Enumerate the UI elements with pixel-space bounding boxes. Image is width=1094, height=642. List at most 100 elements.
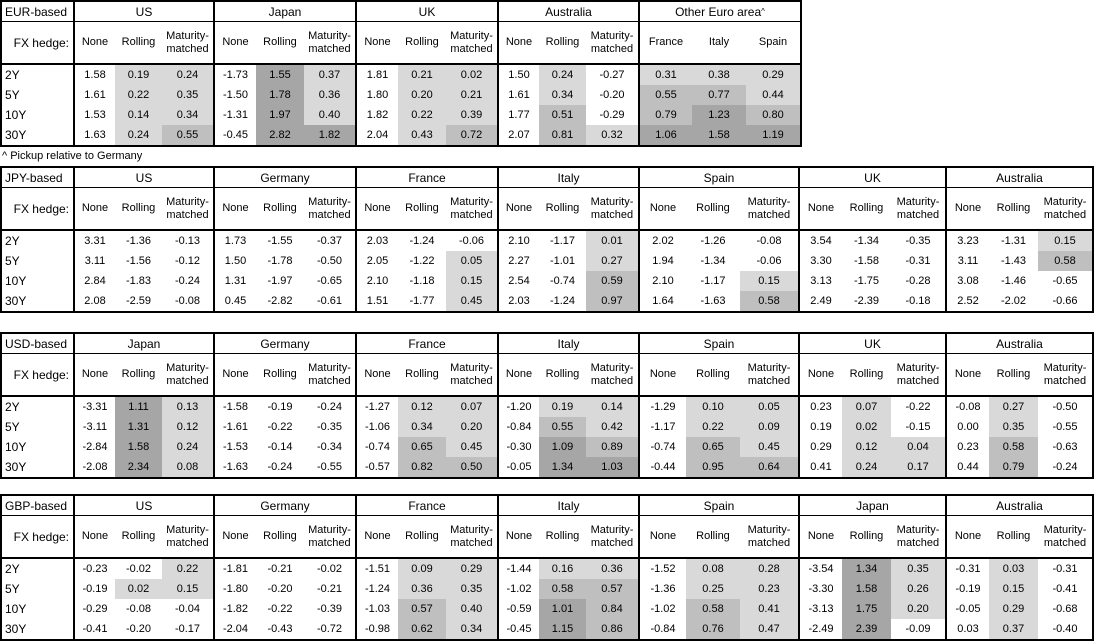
country-header: Spain (638, 334, 798, 354)
value-cell: -0.08 (945, 397, 989, 417)
value-cell: -0.43 (267, 623, 293, 635)
value-cell: 0.79 (989, 457, 1038, 477)
value-cell: 0.19 (539, 397, 586, 417)
value-cell: 0.47 (740, 619, 798, 639)
value-cell: -1.81 (213, 559, 256, 579)
hedge-type-header: Rolling (989, 516, 1038, 559)
table-usd-based: USD-based Japan Germany France Italy Spain UK A… (0, 332, 1094, 479)
value-cell: 0.97 (586, 291, 638, 311)
value-cell: 1.53 (73, 105, 115, 125)
country-header: Japan (798, 496, 945, 516)
value-cell: -0.22 (267, 603, 293, 615)
value-cell: -1.52 (638, 559, 686, 579)
hedge-type-header: None (213, 22, 256, 65)
value-cell: -1.75 (853, 275, 880, 287)
value-cell: -0.35 (905, 235, 931, 247)
value-cell: 0.40 (446, 599, 497, 619)
value-cell: -0.44 (638, 457, 686, 477)
value-cell: 1.03 (586, 457, 638, 477)
hedge-type-header: Maturity-matched (891, 188, 945, 231)
pickup-country-header: Spain (746, 22, 800, 65)
value-cell: -0.30 (497, 437, 539, 457)
value-cell: 0.45 (446, 291, 497, 311)
value-cell: 0.12 (162, 417, 213, 437)
tenor-label: 10Y (5, 602, 27, 616)
value-cell: 0.37 (989, 619, 1038, 639)
value-cell: 0.29 (446, 559, 497, 579)
value-cell: 1.81 (355, 65, 398, 85)
tenor-label: 10Y (5, 274, 27, 288)
value-cell: 0.27 (586, 251, 638, 271)
tenor-label: 2Y (5, 562, 20, 576)
pickup-country-header: France (638, 22, 692, 65)
value-cell: -0.05 (497, 457, 539, 477)
hedge-type-header: Rolling (115, 188, 162, 231)
value-cell: 0.24 (162, 437, 213, 457)
value-cell: 0.15 (162, 579, 213, 599)
value-cell: 0.40 (304, 105, 355, 125)
value-cell: -1.01 (549, 255, 576, 267)
value-cell: 0.15 (446, 271, 497, 291)
tenor-label: 30Y (5, 128, 27, 142)
value-cell: 0.35 (989, 417, 1038, 437)
country-header: UK (798, 334, 945, 354)
hedge-type-header: Maturity-matched (1038, 354, 1092, 397)
value-cell: 0.39 (446, 105, 497, 125)
value-cell: -1.80 (213, 579, 256, 599)
value-cell: -0.61 (316, 295, 343, 307)
value-cell: 0.24 (162, 65, 213, 85)
hedge-type-header: Maturity-matched (586, 22, 638, 65)
hedge-type-header: Rolling (539, 188, 586, 231)
value-cell: 0.36 (586, 559, 638, 579)
hedge-type-header: Maturity-matched (446, 354, 497, 397)
value-cell: -0.24 (316, 401, 343, 413)
value-cell: -0.20 (267, 583, 293, 595)
value-cell: 0.15 (740, 271, 798, 291)
value-cell: -1.55 (267, 235, 293, 247)
value-cell: 0.17 (891, 457, 945, 477)
hedge-type-header: Rolling (115, 516, 162, 559)
hedge-type-header: Maturity-matched (1038, 516, 1092, 559)
value-cell: 1.64 (638, 291, 686, 311)
value-cell: -1.24 (409, 235, 435, 247)
value-cell: 0.80 (746, 105, 800, 125)
value-cell: -3.11 (73, 417, 115, 437)
hedge-type-header: Maturity-matched (586, 188, 638, 231)
value-cell: -0.20 (125, 623, 152, 635)
hedge-type-header: Rolling (842, 188, 891, 231)
value-cell: 0.57 (398, 599, 446, 619)
hedge-type-header: Maturity-matched (740, 516, 798, 559)
value-cell: -0.02 (125, 563, 152, 575)
value-cell: 3.11 (945, 251, 989, 271)
hedge-type-header: Rolling (398, 22, 446, 65)
value-cell: 0.58 (740, 291, 798, 311)
value-cell: 1.34 (539, 457, 586, 477)
value-cell: 0.03 (989, 559, 1038, 579)
pickup-country-header: Italy (692, 22, 746, 65)
hedge-type-header: None (945, 516, 989, 559)
value-cell: 1.82 (304, 125, 355, 145)
country-header: Spain (638, 168, 798, 188)
hedge-type-header: None (73, 516, 115, 559)
value-cell: 0.41 (798, 457, 842, 477)
value-cell: 0.84 (586, 599, 638, 619)
value-cell: -2.02 (1000, 295, 1027, 307)
value-cell: 2.05 (355, 251, 398, 271)
value-cell: -1.31 (1000, 235, 1027, 247)
hedge-type-header: Maturity-matched (740, 354, 798, 397)
hedge-type-header: None (798, 188, 842, 231)
value-cell: 0.21 (398, 65, 446, 85)
value-cell: 1.23 (692, 105, 746, 125)
value-cell: 1.82 (355, 105, 398, 125)
value-cell: 0.32 (586, 125, 638, 145)
hedge-type-header: None (497, 22, 539, 65)
value-cell: -0.27 (599, 69, 625, 81)
value-cell: 0.24 (842, 457, 891, 477)
country-header: Germany (213, 496, 355, 516)
value-cell: 0.14 (586, 397, 638, 417)
value-cell: -1.83 (125, 275, 152, 287)
value-cell: 3.30 (798, 251, 842, 271)
value-cell: 0.86 (586, 619, 638, 639)
value-cell: -0.08 (756, 235, 782, 247)
value-cell: 1.19 (746, 125, 800, 145)
